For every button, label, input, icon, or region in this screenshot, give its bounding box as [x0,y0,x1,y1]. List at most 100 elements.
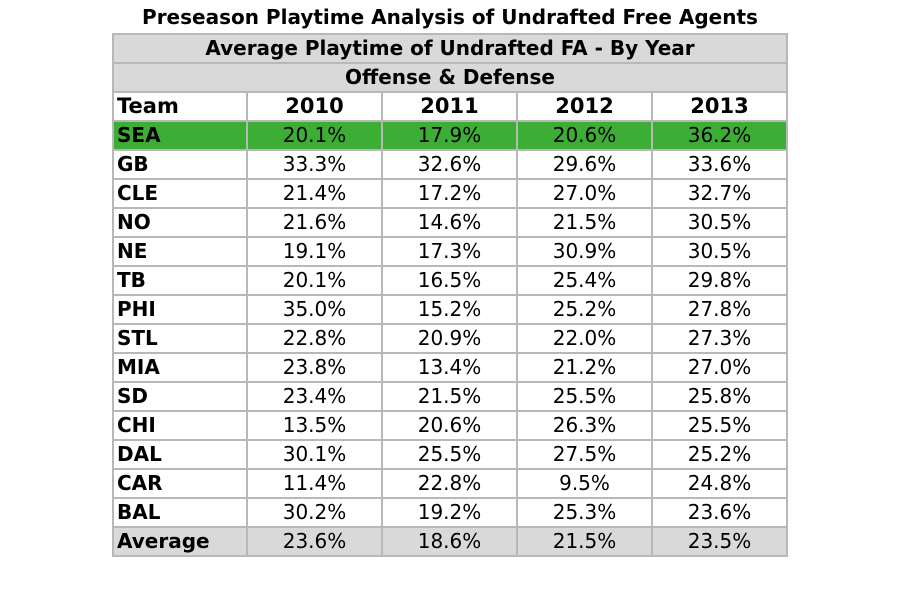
value-cell-2012: 25.2% [516,294,653,325]
team-cell: GB [112,149,248,180]
team-cell: NE [112,236,248,267]
value-cell-2010: 13.5% [246,410,383,441]
value-cell-2012: 25.4% [516,265,653,296]
value-cell-2013: 27.0% [650,352,789,383]
value-cell-2011: 17.2% [381,178,518,209]
playtime-table: Average Playtime of Undrafted FA - By Ye… [111,33,789,557]
column-header-2010: 2010 [246,91,383,122]
team-cell: NO [112,207,248,238]
value-cell-2012: 9.5% [516,468,653,499]
value-cell-2011: 32.6% [381,149,518,180]
subtitle2-row: Offense & Defense [111,62,789,93]
table-row: GB 33.3% 32.6% 29.6% 33.6% [112,149,789,180]
value-cell-2012: 27.5% [516,439,653,470]
average-cell-2010: 23.6% [246,526,383,557]
value-cell-2010: 22.8% [246,323,383,354]
team-cell: DAL [112,439,248,470]
value-cell-2013: 27.3% [650,323,789,354]
column-header-2011: 2011 [381,91,518,122]
value-cell-2013: 33.6% [650,149,789,180]
value-cell-2013: 25.8% [650,381,789,412]
table-row: NO 21.6% 14.6% 21.5% 30.5% [112,207,789,238]
table-row: CAR 11.4% 22.8% 9.5% 24.8% [112,468,789,499]
table-row: DAL 30.1% 25.5% 27.5% 25.2% [112,439,789,470]
value-cell-2011: 14.6% [381,207,518,238]
value-cell-2013: 30.5% [650,236,789,267]
average-cell-2011: 18.6% [381,526,518,557]
value-cell-2012: 22.0% [516,323,653,354]
value-cell-2010: 20.1% [246,120,383,151]
table-row: CLE 21.4% 17.2% 27.0% 32.7% [112,178,789,209]
value-cell-2013: 29.8% [650,265,789,296]
table-row: NE 19.1% 17.3% 30.9% 30.5% [112,236,789,267]
value-cell-2011: 17.9% [381,120,518,151]
team-cell: BAL [112,497,248,528]
team-cell: CHI [112,410,248,441]
value-cell-2011: 15.2% [381,294,518,325]
team-cell: CAR [112,468,248,499]
average-cell-2012: 21.5% [516,526,653,557]
value-cell-2010: 19.1% [246,236,383,267]
value-cell-2013: 24.8% [650,468,789,499]
column-header-2013: 2013 [650,91,789,122]
subtitle-row: Average Playtime of Undrafted FA - By Ye… [111,33,789,64]
value-cell-2012: 21.2% [516,352,653,383]
table-row: SD 23.4% 21.5% 25.5% 25.8% [112,381,789,412]
value-cell-2010: 23.4% [246,381,383,412]
column-header-team: Team [112,91,248,122]
column-header-row: Team 2010 2011 2012 2013 [112,91,789,122]
team-cell: STL [112,323,248,354]
value-cell-2011: 21.5% [381,381,518,412]
average-row: Average 23.6% 18.6% 21.5% 23.5% [112,526,789,557]
value-cell-2010: 21.4% [246,178,383,209]
team-cell: SD [112,381,248,412]
value-cell-2012: 29.6% [516,149,653,180]
value-cell-2010: 33.3% [246,149,383,180]
value-cell-2012: 27.0% [516,178,653,209]
value-cell-2013: 25.5% [650,410,789,441]
value-cell-2012: 20.6% [516,120,653,151]
average-cell-2013: 23.5% [650,526,789,557]
table-row: BAL 30.2% 19.2% 25.3% 23.6% [112,497,789,528]
table-row: TB 20.1% 16.5% 25.4% 29.8% [112,265,789,296]
value-cell-2010: 20.1% [246,265,383,296]
table-subtitle2: Offense & Defense [111,62,789,93]
value-cell-2010: 30.2% [246,497,383,528]
value-cell-2010: 21.6% [246,207,383,238]
value-cell-2013: 23.6% [650,497,789,528]
value-cell-2012: 21.5% [516,207,653,238]
table-row: PHI 35.0% 15.2% 25.2% 27.8% [112,294,789,325]
value-cell-2011: 25.5% [381,439,518,470]
value-cell-2010: 35.0% [246,294,383,325]
average-label: Average [112,526,248,557]
team-cell: PHI [112,294,248,325]
value-cell-2011: 19.2% [381,497,518,528]
table-row: CHI 13.5% 20.6% 26.3% 25.5% [112,410,789,441]
page-title: Preseason Playtime Analysis of Undrafted… [142,5,758,29]
value-cell-2011: 17.3% [381,236,518,267]
team-cell: MIA [112,352,248,383]
value-cell-2012: 25.5% [516,381,653,412]
value-cell-2013: 27.8% [650,294,789,325]
team-cell: SEA [112,120,248,151]
value-cell-2011: 16.5% [381,265,518,296]
table-row: MIA 23.8% 13.4% 21.2% 27.0% [112,352,789,383]
value-cell-2013: 25.2% [650,439,789,470]
value-cell-2012: 26.3% [516,410,653,441]
team-cell: TB [112,265,248,296]
table-row: SEA 20.1% 17.9% 20.6% 36.2% [112,120,789,151]
value-cell-2010: 23.8% [246,352,383,383]
value-cell-2010: 11.4% [246,468,383,499]
table-subtitle: Average Playtime of Undrafted FA - By Ye… [111,33,789,64]
table-row: STL 22.8% 20.9% 22.0% 27.3% [112,323,789,354]
value-cell-2011: 13.4% [381,352,518,383]
value-cell-2013: 30.5% [650,207,789,238]
value-cell-2011: 22.8% [381,468,518,499]
team-cell: CLE [112,178,248,209]
value-cell-2010: 30.1% [246,439,383,470]
value-cell-2013: 32.7% [650,178,789,209]
value-cell-2011: 20.6% [381,410,518,441]
table-body: SEA 20.1% 17.9% 20.6% 36.2% GB 33.3% 32.6% 29.6%… [112,120,789,528]
column-header-2012: 2012 [516,91,653,122]
value-cell-2011: 20.9% [381,323,518,354]
